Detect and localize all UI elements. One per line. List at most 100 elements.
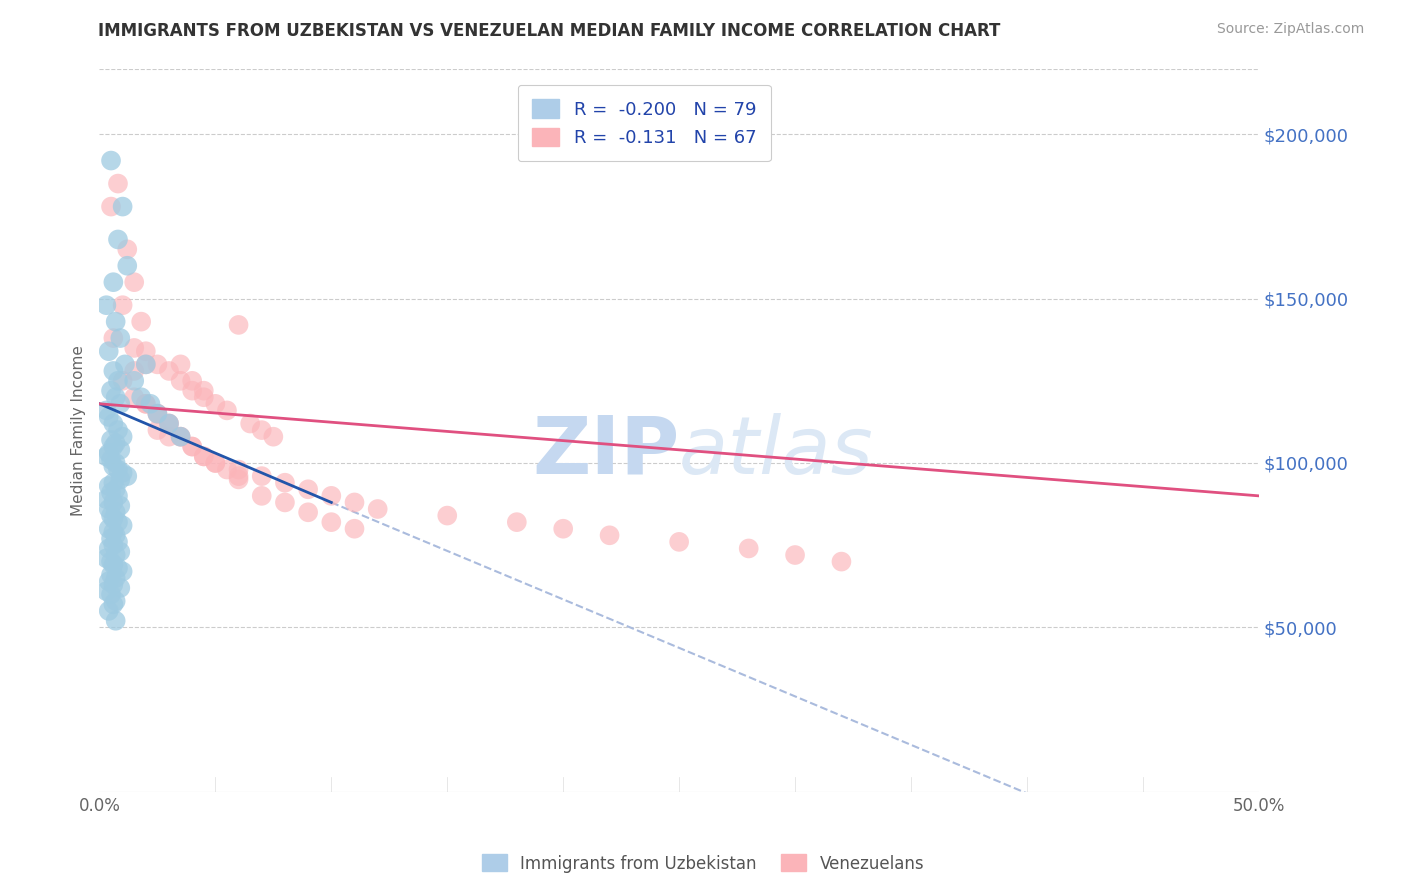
Point [343,495,366,509]
Point [157,417,180,431]
Point [110,581,132,595]
Point [97,446,120,460]
Point [169,374,191,388]
Point [169,357,191,371]
Point [97,522,120,536]
Point [181,440,204,454]
Point [146,423,169,437]
Point [96,298,118,312]
Point [204,456,226,470]
Point [193,450,215,464]
Point [103,275,125,289]
Legend: R =  -0.200   N = 79, R =  -0.131   N = 67: R = -0.200 N = 79, R = -0.131 N = 67 [517,85,770,161]
Point [100,567,122,582]
Point [111,200,134,214]
Point [122,364,145,378]
Point [104,594,127,608]
Point [110,499,132,513]
Point [250,489,273,503]
Point [103,364,125,378]
Point [321,515,343,529]
Point [104,505,127,519]
Point [96,403,118,417]
Point [114,357,136,371]
Point [129,390,152,404]
Point [553,522,575,536]
Point [111,374,134,388]
Point [100,200,122,214]
Point [103,524,125,539]
Point [111,565,134,579]
Point [157,430,180,444]
Point [96,492,118,507]
Point [107,232,129,246]
Point [239,417,262,431]
Point [107,489,129,503]
Point [181,374,204,388]
Point [204,397,226,411]
Point [157,417,180,431]
Point [103,597,125,611]
Point [204,456,226,470]
Point [104,614,127,628]
Point [193,390,215,404]
Point [599,528,621,542]
Point [111,430,134,444]
Point [107,374,129,388]
Point [783,548,806,562]
Point [668,534,690,549]
Point [181,384,204,398]
Point [100,555,122,569]
Point [100,532,122,546]
Point [228,469,250,483]
Point [104,528,127,542]
Point [103,538,125,552]
Text: ZIP: ZIP [531,413,679,491]
Point [122,275,145,289]
Point [104,456,127,470]
Point [103,495,125,509]
Point [215,403,238,417]
Point [107,177,129,191]
Point [97,344,120,359]
Point [107,515,129,529]
Point [110,442,132,457]
Point [100,433,122,447]
Point [103,459,125,474]
Point [321,489,343,503]
Point [103,440,125,454]
Point [135,357,157,371]
Point [111,518,134,533]
Point [103,512,125,526]
Point [157,417,180,431]
Point [104,436,127,450]
Point [100,508,122,523]
Point [436,508,458,523]
Point [122,341,145,355]
Point [97,574,120,589]
Point [215,462,238,476]
Point [100,587,122,601]
Point [122,390,145,404]
Point [100,153,122,168]
Point [146,407,169,421]
Point [297,505,319,519]
Point [157,364,180,378]
Point [97,541,120,556]
Point [107,561,129,575]
Point [97,409,120,424]
Point [135,397,157,411]
Point [104,548,127,562]
Point [110,397,132,411]
Point [367,502,389,516]
Point [228,472,250,486]
Point [129,315,152,329]
Point [97,502,120,516]
Point [96,584,118,599]
Point [103,558,125,572]
Point [297,483,319,497]
Point [107,462,129,476]
Text: atlas: atlas [679,413,875,491]
Point [122,374,145,388]
Point [135,344,157,359]
